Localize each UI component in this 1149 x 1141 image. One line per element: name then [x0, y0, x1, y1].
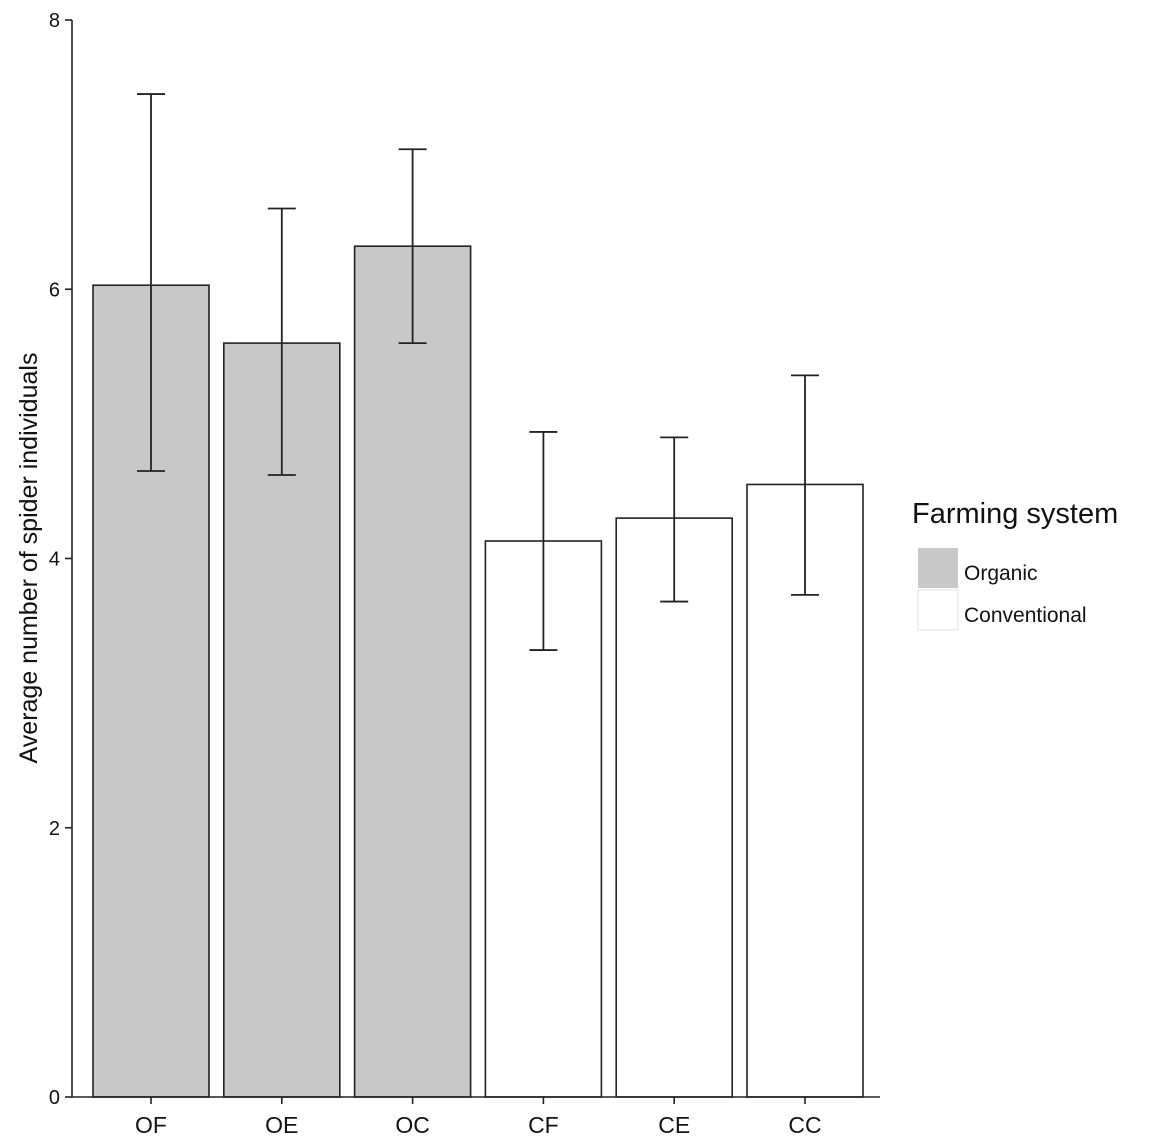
- y-tick-label: 4: [49, 549, 60, 571]
- error-bar-oc: [398, 148, 427, 345]
- y-axis-label: Average number of spider individuals: [15, 353, 43, 764]
- legend-swatch-organic: [918, 548, 958, 588]
- x-tick-label: OE: [265, 1112, 298, 1138]
- legend-items: Organic Conventional: [917, 548, 1087, 631]
- x-tick-label: CC: [788, 1112, 821, 1138]
- error-bar-oe: [267, 207, 296, 476]
- legend-label-conventional: Conventional: [964, 604, 1087, 627]
- legend-title: Farming system: [912, 498, 1118, 530]
- error-bar-cf: [529, 431, 558, 651]
- legend: Farming system Organic Conventional: [912, 498, 1118, 631]
- error-bar-cc: [791, 374, 819, 596]
- y-tick-label: 8: [49, 10, 60, 32]
- y-tick-label: 6: [49, 279, 60, 301]
- x-tick-label: CF: [528, 1112, 559, 1138]
- plot-area: 0 2 4 6 8 OF OE OC CF CE CC: [49, 10, 880, 1138]
- y-tick-label: 2: [49, 818, 60, 840]
- bar-ce: [615, 517, 734, 1098]
- legend-swatch-conventional: [917, 589, 959, 631]
- error-bar-ce: [660, 436, 689, 603]
- y-tick-label: 0: [49, 1087, 60, 1109]
- x-tick-label: OF: [135, 1112, 167, 1138]
- x-tick-label: CE: [658, 1112, 690, 1138]
- x-tick-label: OC: [395, 1112, 430, 1138]
- error-bar-of: [137, 93, 165, 472]
- bar-oc: [353, 245, 472, 1098]
- legend-label-organic: Organic: [964, 562, 1038, 585]
